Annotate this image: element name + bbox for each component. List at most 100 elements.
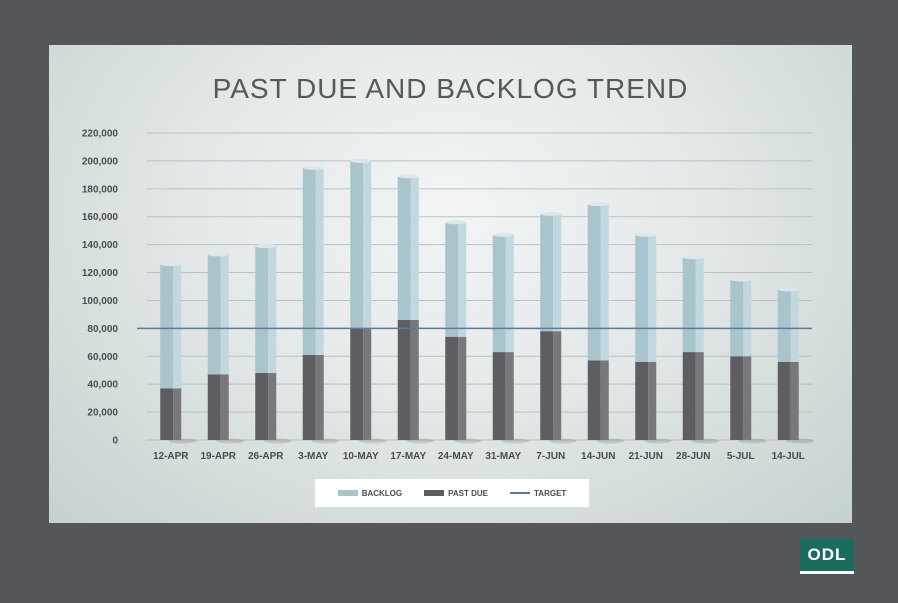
- bar-past-due-side: [458, 336, 467, 440]
- bar-backlog: [777, 289, 791, 362]
- y-tick-label: 0: [112, 436, 118, 447]
- bar-backlog: [207, 254, 221, 375]
- bar-backlog-side: [695, 257, 704, 353]
- bar-past-due-side: [790, 361, 799, 440]
- chart-title: PAST DUE AND BACKLOG TREND: [212, 73, 689, 104]
- bar-backlog-side: [553, 213, 562, 332]
- x-tick-label: 7-JUN: [536, 451, 565, 462]
- legend-label-past-due: PAST DUE: [448, 488, 488, 498]
- x-tick-label: 19-APR: [200, 451, 236, 462]
- bar-backlog: [255, 246, 269, 374]
- bar-backlog: [682, 257, 696, 353]
- bar-past-due-side: [173, 388, 182, 440]
- bar-backlog-side: [743, 279, 752, 357]
- bar-cap: [160, 262, 182, 267]
- y-tick-label: 120,000: [82, 268, 119, 279]
- bar-backlog: [302, 167, 316, 355]
- bar-past-due-side: [505, 352, 514, 440]
- legend-swatch-backlog: [337, 490, 358, 496]
- bar-backlog: [445, 222, 459, 337]
- odl-logo: ODL: [800, 538, 854, 574]
- legend-item-target: TARGET: [510, 489, 566, 498]
- bar-past-due-side: [268, 373, 277, 440]
- y-tick-label: 40,000: [87, 380, 118, 391]
- bar-cap: [730, 277, 752, 282]
- bar-past-due: [207, 374, 221, 440]
- bar-past-due: [492, 352, 506, 440]
- bar-past-due-side: [695, 352, 704, 440]
- x-tick-label: 12-APR: [153, 451, 189, 462]
- bar-past-due: [350, 328, 364, 440]
- bar-cap: [492, 232, 514, 237]
- bar-past-due: [255, 373, 269, 440]
- y-tick-label: 140,000: [82, 240, 119, 251]
- legend-swatch-past-due: [424, 490, 445, 496]
- x-tick-label: 10-MAY: [343, 451, 379, 462]
- chart-plot: 0 20,000 40,000 60,000 80,000 100,000 120,000 1…: [82, 129, 815, 462]
- legend-swatch-target: [510, 492, 530, 494]
- bar-past-due-side: [553, 331, 562, 440]
- bar-cap: [682, 255, 704, 260]
- bar-backlog-side: [458, 222, 467, 337]
- bar-backlog-side: [173, 264, 182, 389]
- bar-backlog: [397, 176, 411, 320]
- bar-cap: [350, 158, 372, 163]
- x-tick-label: 14-JUN: [581, 451, 615, 462]
- y-tick-label: 200,000: [82, 156, 119, 167]
- bar-past-due: [445, 336, 459, 440]
- bar-cap: [777, 287, 799, 292]
- bar-backlog: [350, 160, 364, 329]
- bar-past-due: [397, 319, 411, 440]
- bar-cap: [445, 220, 467, 225]
- bar-past-due-side: [600, 360, 609, 440]
- bar-past-due-side: [363, 328, 372, 440]
- legend-item-past-due: PAST DUE: [424, 489, 488, 498]
- y-tick-label: 60,000: [87, 352, 118, 363]
- legend-label-target: TARGET: [534, 488, 567, 498]
- bar-cap: [255, 244, 277, 249]
- bar-cap: [540, 211, 562, 216]
- bar-backlog-side: [315, 167, 324, 355]
- legend-item-backlog: BACKLOG: [337, 489, 402, 498]
- y-tick-label: 160,000: [82, 212, 119, 223]
- bar-past-due: [540, 331, 554, 440]
- x-tick-label: 14-JUL: [772, 451, 805, 462]
- bar-backlog-side: [410, 176, 419, 320]
- bar-backlog-side: [648, 234, 657, 362]
- bar-past-due: [587, 360, 601, 440]
- bar-backlog-side: [363, 160, 372, 329]
- y-tick-label: 180,000: [82, 184, 119, 195]
- bar-past-due: [682, 352, 696, 440]
- x-tick-label: 31-MAY: [485, 451, 521, 462]
- bar-past-due-side: [648, 361, 657, 440]
- chart-legend: BACKLOG PAST DUE TARGET: [315, 479, 589, 507]
- x-tick-label: 17-MAY: [390, 451, 426, 462]
- bar-past-due-side: [743, 356, 752, 440]
- y-tick-label: 80,000: [87, 324, 118, 335]
- bar-backlog-side: [790, 289, 799, 362]
- y-tick-label: 100,000: [82, 296, 119, 307]
- bar-past-due-side: [410, 319, 419, 440]
- bar-past-due-side: [220, 374, 229, 440]
- bar-cap: [302, 165, 324, 170]
- bar-past-due: [777, 361, 791, 440]
- y-tick-label: 220,000: [82, 129, 119, 140]
- chart-panel: PAST DUE AND BACKLOG TREND 0 20,000 40,000…: [49, 45, 852, 523]
- y-tick-label: 20,000: [87, 408, 118, 419]
- x-tick-label: 28-JUN: [676, 451, 710, 462]
- x-tick-label: 24-MAY: [438, 451, 474, 462]
- bar-backlog: [635, 234, 649, 362]
- x-tick-label: 21-JUN: [629, 451, 663, 462]
- bar-cap: [397, 174, 419, 179]
- bar-past-due: [635, 361, 649, 440]
- bar-cap: [587, 202, 609, 207]
- bar-backlog-side: [268, 246, 277, 374]
- bar-backlog-side: [505, 234, 514, 353]
- x-tick-label: 26-APR: [248, 451, 284, 462]
- bar-past-due: [730, 356, 744, 440]
- x-tick-label: 3-MAY: [298, 451, 329, 462]
- bar-backlog: [492, 234, 506, 353]
- bar-backlog-side: [600, 204, 609, 361]
- bar-cap: [635, 232, 657, 237]
- bar-backlog: [540, 213, 554, 332]
